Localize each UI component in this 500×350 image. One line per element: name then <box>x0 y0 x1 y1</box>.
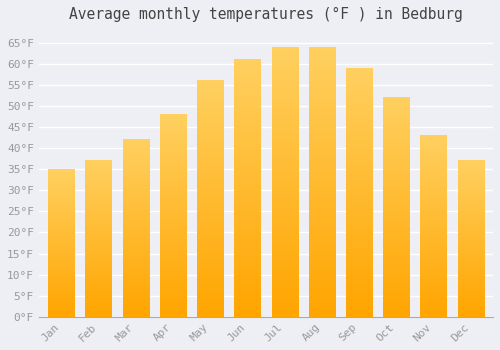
Title: Average monthly temperatures (°F ) in Bedburg: Average monthly temperatures (°F ) in Be… <box>69 7 463 22</box>
